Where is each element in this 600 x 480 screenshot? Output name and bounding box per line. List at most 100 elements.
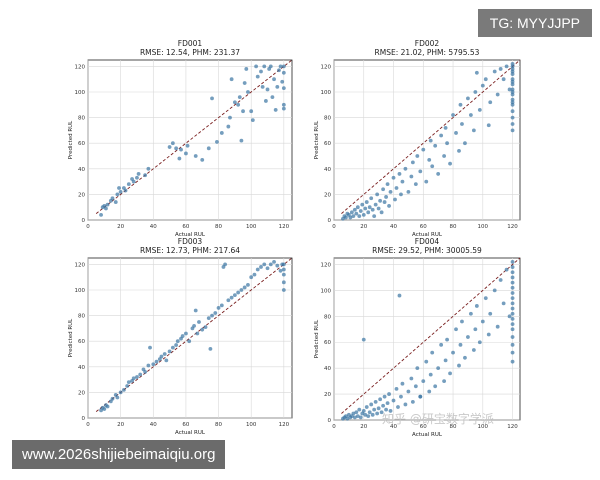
panel-4-point bbox=[361, 409, 366, 413]
panel-2-point bbox=[451, 113, 455, 117]
panel-4-xtick-label: 60 bbox=[420, 424, 427, 430]
panel-1-point bbox=[226, 124, 231, 129]
panel-4-point bbox=[510, 296, 515, 301]
panel-4-xtick-label: 80 bbox=[450, 424, 457, 430]
panel-3-title: FD003 bbox=[178, 237, 203, 246]
panel-4-point bbox=[510, 301, 515, 306]
panel-4-point bbox=[510, 350, 515, 355]
panel-3-point bbox=[195, 331, 200, 336]
panel-1-point bbox=[126, 182, 131, 187]
panel-3-ytick-label: 100 bbox=[75, 288, 86, 294]
panel-2-point bbox=[445, 141, 449, 146]
panel-3-ytick-label: 80 bbox=[78, 314, 85, 320]
panel-3-point bbox=[229, 295, 234, 300]
panel-2-point bbox=[366, 210, 371, 215]
panel-4-point bbox=[396, 405, 400, 409]
panel-1-point bbox=[136, 172, 141, 176]
panel-3-point bbox=[272, 259, 276, 264]
panel-4-point bbox=[510, 327, 515, 332]
panel-4-point bbox=[454, 327, 458, 332]
panel-3-point bbox=[206, 316, 211, 321]
panel-3-point bbox=[281, 280, 286, 285]
panel-4-point bbox=[463, 355, 467, 360]
panel-2-ytick-label: 40 bbox=[324, 167, 331, 173]
panel-1-point bbox=[281, 102, 286, 107]
panel-2-point bbox=[454, 131, 458, 135]
panel-3-point bbox=[197, 320, 201, 324]
panel-3-point bbox=[125, 384, 130, 388]
panel-2-point bbox=[492, 69, 497, 74]
panel-1-xtick-label: 120 bbox=[279, 224, 290, 230]
panel-2-point bbox=[507, 87, 512, 92]
panel-3-ylabel: Predicted RUL bbox=[68, 318, 74, 357]
panel-1-point bbox=[270, 95, 275, 100]
panel-4-ytick-label: 0 bbox=[328, 418, 332, 424]
panel-1-ylabel: Predicted RUL bbox=[68, 120, 74, 159]
panel-3-point bbox=[159, 354, 164, 359]
panel-2-point bbox=[460, 122, 464, 126]
panel-4-point bbox=[409, 376, 414, 381]
panel-4-point bbox=[433, 384, 438, 389]
panel-1-point bbox=[174, 146, 179, 151]
panel-4-point bbox=[367, 410, 372, 415]
panel-4-point bbox=[507, 314, 512, 319]
panel-4-point bbox=[501, 301, 506, 306]
panel-2-xtick-label: 20 bbox=[360, 224, 367, 230]
panel-2-point bbox=[363, 206, 368, 211]
panel-4-point bbox=[364, 405, 369, 409]
panel-3-point bbox=[252, 272, 257, 277]
panel-1-point bbox=[262, 64, 267, 69]
panel-3-point bbox=[180, 334, 185, 338]
panel-4-point bbox=[366, 414, 371, 419]
panel-4-point bbox=[388, 409, 393, 413]
panel-2-point bbox=[477, 108, 482, 112]
panel-1-point bbox=[281, 70, 286, 75]
panel-2-point bbox=[360, 202, 365, 207]
panel-4-point bbox=[466, 335, 470, 339]
panel-1-subtitle: RMSE: 12.54, PHM: 231.37 bbox=[140, 48, 240, 57]
panel-4-point bbox=[510, 317, 515, 321]
panel-4-ytick-label: 80 bbox=[324, 314, 331, 320]
panel-4-point bbox=[406, 389, 411, 394]
panel-4-point bbox=[451, 350, 455, 355]
panel-3-point bbox=[210, 313, 214, 318]
panel-1-xtick-label: 20 bbox=[117, 224, 124, 230]
panel-4-point bbox=[369, 402, 374, 407]
panel-4-point bbox=[477, 340, 482, 345]
panel-2-point bbox=[418, 169, 423, 174]
panel-1-title: FD001 bbox=[178, 39, 203, 48]
panel-2-point bbox=[443, 125, 448, 130]
panel-3-point bbox=[226, 298, 231, 303]
panel-3-point bbox=[281, 262, 286, 267]
panel-1-point bbox=[275, 84, 280, 89]
panel-1-point bbox=[250, 118, 255, 123]
panel-1-point bbox=[105, 202, 110, 207]
panel-1-point bbox=[123, 188, 128, 193]
panel-4-ytick-label: 120 bbox=[321, 262, 332, 268]
panel-4-point bbox=[510, 275, 515, 280]
panel-1-point bbox=[244, 67, 249, 71]
panel-1-point bbox=[115, 192, 120, 197]
panel-4-point bbox=[498, 278, 503, 282]
panel-2-point bbox=[361, 212, 366, 217]
panel-4-point bbox=[427, 389, 432, 394]
panel-4-point bbox=[397, 293, 402, 298]
panel-3-point bbox=[187, 339, 192, 344]
panel-3-point bbox=[164, 358, 169, 363]
panel-4-point bbox=[382, 394, 387, 399]
panel-3-point bbox=[259, 265, 263, 269]
panel-3-xtick-label: 40 bbox=[150, 422, 157, 428]
panel-1-point bbox=[229, 77, 234, 82]
panel-1-point bbox=[246, 90, 250, 94]
panel-4-point bbox=[375, 411, 380, 416]
panel-4-point bbox=[473, 327, 478, 332]
panel-1-point bbox=[179, 147, 183, 152]
panel-1-ytick-label: 40 bbox=[78, 167, 85, 173]
panel-3-xtick-label: 60 bbox=[182, 422, 189, 428]
panel-2-xlabel: Actual RUL bbox=[412, 232, 443, 238]
panel-4-point bbox=[424, 359, 429, 364]
panel-4-ytick-label: 40 bbox=[324, 366, 331, 372]
panel-4-point bbox=[460, 319, 464, 324]
panel-1-point bbox=[249, 109, 254, 114]
panel-2-point bbox=[483, 77, 488, 82]
